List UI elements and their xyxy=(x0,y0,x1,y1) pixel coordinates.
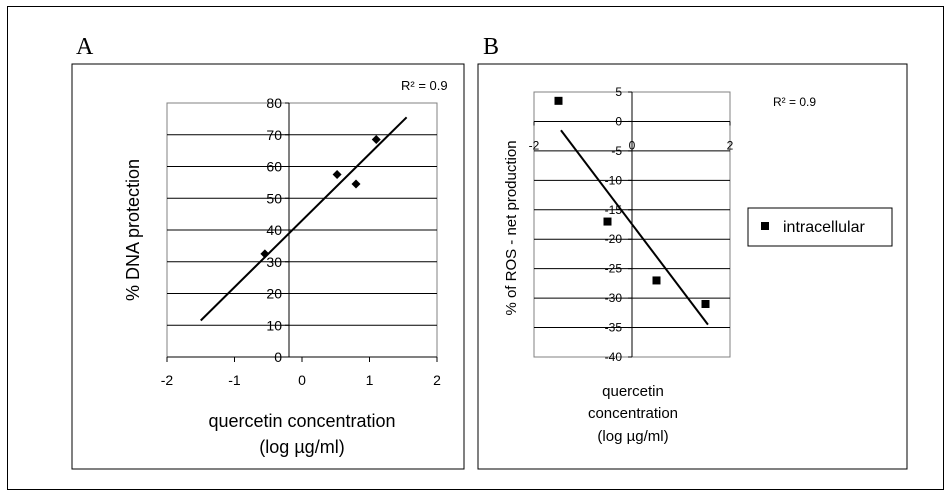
y-tick-label-b: -20 xyxy=(605,232,623,246)
x-tick-label-b: -2 xyxy=(529,138,540,152)
x-tick-label-b: 0 xyxy=(629,138,636,152)
r-squared-a: R² = 0.9 xyxy=(401,78,448,93)
x-tick-label-a: -1 xyxy=(228,372,241,388)
legend-box xyxy=(747,207,893,247)
x-axis-title-a: quercetin concentration xyxy=(208,411,395,431)
y-tick-label-a: 80 xyxy=(266,95,282,111)
figure-frame xyxy=(7,6,944,490)
y-tick-label-a: 40 xyxy=(266,222,282,238)
data-point-b xyxy=(603,217,612,226)
y-tick-label-a: 50 xyxy=(266,190,282,206)
y-tick-label-a: 30 xyxy=(266,254,282,270)
y-tick-label-b: -40 xyxy=(605,350,623,364)
data-point-a xyxy=(371,135,381,145)
trendline-a xyxy=(200,116,408,322)
legend-label: intracellular xyxy=(783,219,865,236)
panel-b-box xyxy=(477,63,908,470)
panel-b-letter: B xyxy=(483,34,500,60)
x-tick-label-a: 2 xyxy=(433,372,441,388)
y-tick-label-b: -5 xyxy=(611,144,622,158)
y-tick-label-b: -10 xyxy=(605,173,623,187)
trendline-b xyxy=(560,129,709,326)
x-axis-title-b: concentration xyxy=(588,405,678,422)
y-axis-title-b: % of ROS - net production xyxy=(503,140,520,315)
y-tick-label-a: 20 xyxy=(266,286,282,302)
x-axis-title-b: (log µg/ml) xyxy=(597,428,668,445)
data-point-b xyxy=(701,300,710,308)
y-tick-label-b: 5 xyxy=(615,85,622,99)
panel-a-box xyxy=(71,63,465,470)
y-tick-label-a: 70 xyxy=(266,127,282,143)
data-point-a xyxy=(351,179,361,189)
data-point-a xyxy=(332,169,342,179)
r-squared-b: R² = 0.9 xyxy=(773,95,816,109)
panel-a-letter: A xyxy=(76,34,94,60)
y-tick-label-b: -25 xyxy=(605,262,623,276)
y-axis-title-a: % DNA protection xyxy=(123,159,143,301)
x-axis-title-b: quercetin xyxy=(602,383,664,400)
legend-marker xyxy=(761,222,769,230)
x-tick-label-a: 1 xyxy=(366,372,374,388)
y-tick-label-a: 60 xyxy=(266,159,282,175)
x-tick-label-a: 0 xyxy=(298,372,306,388)
data-point-b xyxy=(652,276,661,285)
data-point-a xyxy=(260,249,270,259)
y-tick-label-a: 10 xyxy=(266,317,282,333)
x-tick-label-a: -2 xyxy=(161,372,174,388)
x-tick-label-b: 2 xyxy=(727,138,734,152)
y-tick-label-b: -15 xyxy=(605,203,623,217)
y-tick-label-b: -30 xyxy=(605,291,623,305)
x-axis-title-a: (log µg/ml) xyxy=(259,437,344,457)
data-point-b xyxy=(554,96,563,105)
y-tick-label-b: -35 xyxy=(605,321,623,335)
chart-b: 50-5-10-15-20-25-30-35-40-2 0 2R² = 0.9% o… xyxy=(503,85,865,445)
